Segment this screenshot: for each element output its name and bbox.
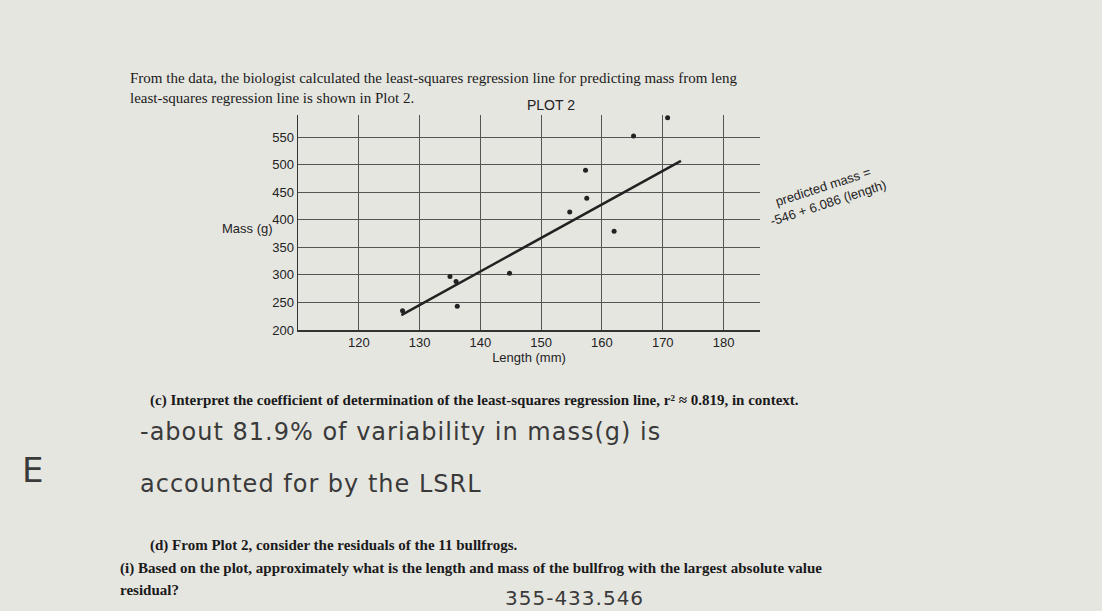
- svg-text:predicted mass =-546 + 6.086 (: predicted mass =-546 + 6.086 (length): [763, 161, 888, 229]
- svg-text:450: 450: [272, 185, 294, 200]
- svg-text:140: 140: [470, 335, 492, 350]
- svg-text:200: 200: [272, 323, 294, 338]
- html-text:(c) Interpret the coefficient: (c) Interpret the coefficient of determi…: [150, 392, 799, 408]
- svg-text:Mass (g): Mass (g): [222, 221, 273, 236]
- svg-text:Length (mm): Length (mm): [492, 350, 566, 365]
- svg-text:120: 120: [348, 335, 370, 350]
- html-text:From the data, the biologist c: From the data, the biologist calculated …: [130, 70, 737, 86]
- svg-text:250: 250: [272, 295, 294, 310]
- html-text:residual?: residual?: [120, 582, 179, 598]
- html-text:-about 81.9% of variability in: -about 81.9% of variability in mass(g) i…: [140, 418, 662, 446]
- svg-text:500: 500: [272, 157, 294, 172]
- html-text:355-433.546: 355-433.546: [505, 586, 645, 610]
- svg-text:350: 350: [272, 240, 294, 255]
- html-text:(i) Based on the plot, approxi: (i) Based on the plot, approximately wha…: [120, 560, 822, 576]
- svg-text:300: 300: [272, 267, 294, 282]
- svg-text:170: 170: [652, 335, 674, 350]
- html-text:least-squares regression line: least-squares regression line is shown i…: [130, 90, 415, 106]
- html-text:accounted for by the LSRL: accounted for by the LSRL: [140, 470, 482, 498]
- html-text:E: E: [22, 450, 45, 490]
- svg-text:130: 130: [409, 335, 431, 350]
- svg-text:550: 550: [272, 130, 294, 145]
- svg-text:PLOT 2: PLOT 2: [527, 97, 575, 113]
- svg-text:180: 180: [713, 335, 735, 350]
- svg-text:400: 400: [272, 212, 294, 227]
- svg-text:150: 150: [530, 335, 552, 350]
- html-text:(d) From Plot 2, consider the: (d) From Plot 2, consider the residuals …: [150, 537, 518, 553]
- svg-text:160: 160: [591, 335, 613, 350]
